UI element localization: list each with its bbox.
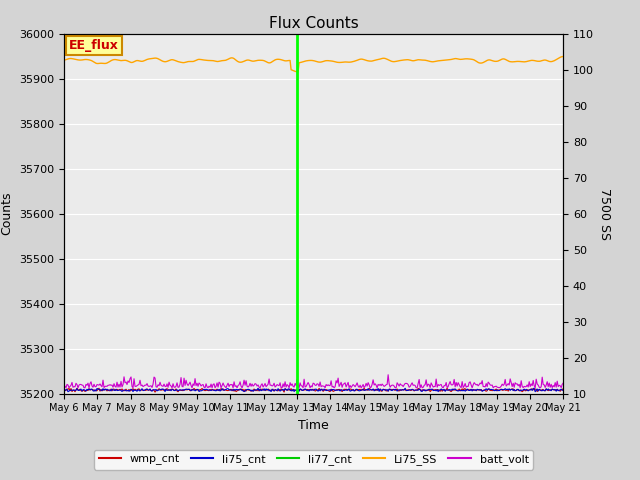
X-axis label: Time: Time [298, 419, 329, 432]
Legend: wmp_cnt, li75_cnt, li77_cnt, Li75_SS, batt_volt: wmp_cnt, li75_cnt, li77_cnt, Li75_SS, ba… [94, 450, 533, 469]
Title: Flux Counts: Flux Counts [269, 16, 358, 31]
Y-axis label: 7500 SS: 7500 SS [598, 188, 611, 240]
Text: EE_flux: EE_flux [69, 39, 119, 52]
Y-axis label: Counts: Counts [1, 192, 13, 235]
